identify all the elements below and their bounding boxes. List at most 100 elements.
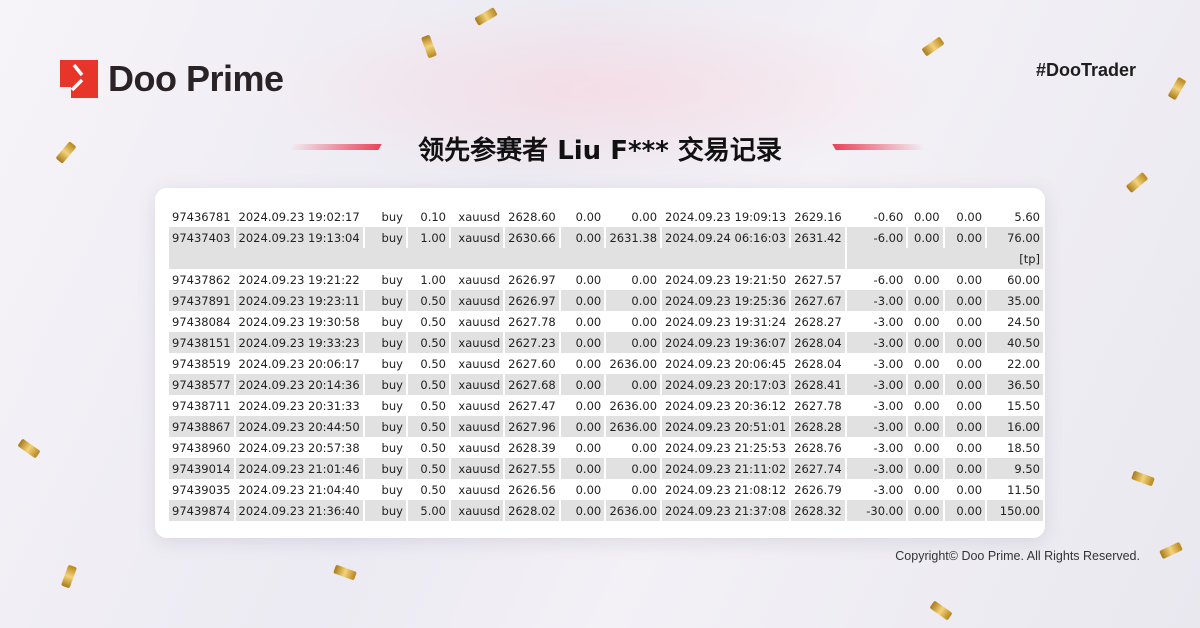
table-cell: 2024.09.23 21:25:53: [665, 440, 787, 455]
table-cell: buy: [381, 482, 403, 497]
table-cell: 0.00: [560, 374, 605, 395]
table-cell: xauusd: [458, 272, 501, 287]
table-cell: 2627.68: [505, 374, 559, 395]
table-cell: 0.00: [575, 482, 602, 497]
table-cell: 2629.16: [794, 209, 842, 224]
table-cell: xauusd: [458, 209, 501, 224]
table-cell: 2024.09.23 20:44:50: [235, 416, 363, 437]
table-cell: 0.00: [914, 398, 940, 413]
table-cell: buy: [364, 374, 406, 395]
table-cell: 2636.00: [606, 416, 661, 437]
table-cell: buy: [364, 290, 406, 311]
table-cell: 5.00: [407, 500, 449, 521]
table-cell: 2631.38: [606, 227, 661, 248]
table-cell: 0.00: [956, 209, 983, 224]
table-cell: 0.00: [575, 209, 602, 224]
table-row: 97438577 2024.09.23 20:14:36 buy 0.50 xauusd…: [169, 374, 1043, 395]
table-cell: xauusd: [450, 332, 504, 353]
table-cell: 0.00: [560, 227, 605, 248]
table-cell: buy: [364, 227, 406, 248]
table-cell: 0.00: [908, 332, 943, 353]
table-cell: 0.00: [944, 290, 986, 311]
table-cell: buy: [381, 314, 403, 329]
table-cell: 2636.00: [606, 500, 661, 521]
table-row: 97437891 2024.09.23 19:23:11 buy 0.50 xauusd…: [169, 290, 1043, 311]
table-cell: 36.50: [987, 374, 1043, 395]
table-row: 97438519 2024.09.23 20:06:17 buy 0.50 xauusd…: [169, 353, 1043, 374]
table-note-row: [tp]: [169, 248, 1043, 269]
table-cell: 60.00: [1007, 272, 1040, 287]
table-cell: 2628.76: [794, 440, 842, 455]
table-cell: 2024.09.23 19:33:23: [235, 332, 363, 353]
table-cell: 16.00: [987, 416, 1043, 437]
table-cell: 97437891: [169, 290, 234, 311]
table-cell: 0.00: [908, 458, 943, 479]
background-glow: [250, 0, 950, 180]
table-cell: 97438084: [172, 314, 231, 329]
table-cell: 97438867: [169, 416, 234, 437]
table-cell: 2628.04: [791, 332, 845, 353]
table-cell: xauusd: [450, 500, 504, 521]
table-cell: 2024.09.23 19:31:24: [665, 314, 787, 329]
table-cell: 2024.09.23 19:09:13: [665, 209, 787, 224]
brand-name: Doo Prime: [108, 58, 284, 99]
table-cell: 0.00: [914, 272, 940, 287]
table-cell: buy: [364, 332, 406, 353]
table-cell: 0.00: [560, 458, 605, 479]
logo-mark-icon: [60, 60, 98, 98]
table-cell: 0.00: [606, 458, 661, 479]
table-cell: 0.00: [956, 482, 983, 497]
table-cell: 2024.09.23 20:57:38: [238, 440, 360, 455]
table-cell: -3.00: [846, 290, 907, 311]
table-cell: 0.50: [407, 290, 449, 311]
table-cell: 0.00: [914, 440, 940, 455]
table-cell: 2024.09.23 21:37:08: [662, 500, 790, 521]
table-cell: 0.00: [606, 290, 661, 311]
table-cell: -3.00: [873, 356, 904, 371]
table-cell: xauusd: [458, 482, 501, 497]
table-cell: buy: [381, 272, 403, 287]
table-cell: 35.00: [987, 290, 1043, 311]
table-cell: xauusd: [450, 458, 504, 479]
table-cell: 0.00: [914, 209, 940, 224]
table-cell: buy: [364, 416, 406, 437]
table-cell: 0.00: [944, 416, 986, 437]
table-row: 97438151 2024.09.23 19:33:23 buy 0.50 xauusd…: [169, 332, 1043, 353]
table-cell: 97438577: [169, 374, 234, 395]
doo-prime-logo: Doo Prime: [60, 58, 284, 100]
table-cell: buy: [381, 440, 403, 455]
table-cell: 2024.09.23 19:21:50: [665, 272, 787, 287]
table-cell: 0.00: [575, 356, 602, 371]
confetti: [61, 564, 77, 589]
table-cell: 0.00: [944, 332, 986, 353]
table-cell: 2626.56: [508, 482, 556, 497]
table-cell: 0.50: [407, 458, 449, 479]
table-cell: 0.00: [560, 500, 605, 521]
table-cell: 0.00: [575, 398, 602, 413]
table-cell: 0.50: [420, 440, 446, 455]
table-cell: xauusd: [458, 356, 501, 371]
table-cell: xauusd: [450, 416, 504, 437]
table-cell: 2627.78: [794, 398, 842, 413]
table-cell: 0.50: [407, 332, 449, 353]
table-row: 97438084 2024.09.23 19:30:58 buy 0.50 xauusd…: [169, 311, 1043, 332]
confetti: [1125, 171, 1149, 194]
table-cell: 2626.97: [508, 272, 556, 287]
confetti: [929, 600, 953, 621]
table-cell: 2024.09.23 21:11:02: [662, 458, 790, 479]
table-cell: 2627.67: [791, 290, 845, 311]
table-cell: 2024.09.23 19:36:07: [662, 332, 790, 353]
table-cell: 0.50: [407, 374, 449, 395]
table-cell: buy: [381, 356, 403, 371]
table-cell: 0.00: [908, 227, 943, 248]
table-cell: 97438151: [169, 332, 234, 353]
table-cell: -3.00: [846, 374, 907, 395]
table-cell: 2024.09.23 19:13:04: [235, 227, 363, 248]
table-cell: 2024.09.23 21:36:40: [235, 500, 363, 521]
table-cell: xauusd: [458, 314, 501, 329]
table-cell: 2630.66: [505, 227, 559, 248]
table-cell: 0.00: [944, 227, 986, 248]
table-cell: xauusd: [450, 290, 504, 311]
table-cell: 97439874: [169, 500, 234, 521]
table-cell: 0.00: [956, 272, 983, 287]
